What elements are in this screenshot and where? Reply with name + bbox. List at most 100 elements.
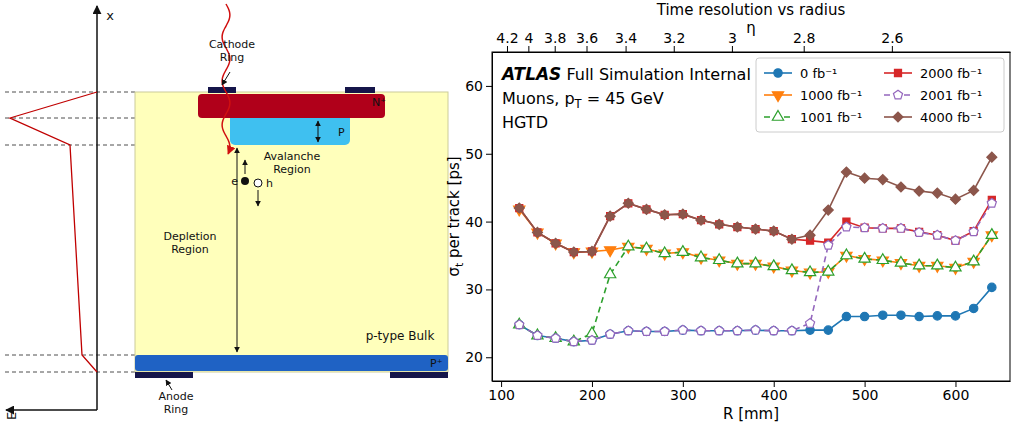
legend-marker xyxy=(772,92,783,102)
data-point xyxy=(623,198,633,208)
tick: 3.2 xyxy=(663,30,685,52)
avalanche-label-line: Avalanche xyxy=(264,150,321,163)
anode-label-line: Ring xyxy=(164,403,189,416)
particle-track xyxy=(222,4,230,154)
data-point xyxy=(842,222,851,231)
legend-label: 2000 fb⁻¹ xyxy=(920,66,982,81)
plot-area xyxy=(514,152,998,346)
data-point xyxy=(786,264,797,274)
data-point xyxy=(623,240,634,250)
hole-label: h xyxy=(266,177,273,190)
series-line xyxy=(519,209,992,272)
depletion-label-line: Depletion xyxy=(163,230,216,243)
series-line xyxy=(519,157,992,252)
data-point xyxy=(533,331,541,339)
tick-label: 3 xyxy=(728,30,737,46)
series xyxy=(514,229,998,345)
tick-label: 3.2 xyxy=(663,30,685,46)
tick: 3.8 xyxy=(544,30,566,52)
data-point xyxy=(860,312,868,320)
data-point xyxy=(732,257,743,267)
tick-mark xyxy=(486,357,492,358)
text-part: Muons, p xyxy=(502,89,575,108)
text-part: σ xyxy=(445,267,463,277)
data-point xyxy=(969,304,977,312)
tick-label: 60 xyxy=(465,78,483,94)
tick-mark xyxy=(674,46,675,52)
data-point xyxy=(804,266,815,276)
anode-ring xyxy=(390,372,448,378)
field-profile xyxy=(10,92,97,372)
tick-label: 50 xyxy=(465,146,483,162)
data-point xyxy=(551,333,560,342)
tick: 200 xyxy=(579,381,606,403)
x-axis-arrow xyxy=(96,6,98,410)
data-point xyxy=(770,327,778,335)
data-point xyxy=(587,246,597,256)
annotation: ATLAS Full Simulation Internal xyxy=(500,64,751,84)
tick-label: 4 xyxy=(524,30,533,46)
tick-label: 2.6 xyxy=(881,30,903,46)
tick: 4 xyxy=(524,30,533,52)
series xyxy=(516,196,996,255)
legend-marker xyxy=(774,69,782,77)
data-point xyxy=(769,326,778,335)
data-point xyxy=(824,326,832,334)
data-point xyxy=(896,182,906,192)
series xyxy=(515,198,997,345)
data-point xyxy=(860,173,870,183)
data-point xyxy=(678,325,687,334)
data-point xyxy=(842,312,850,320)
data-point xyxy=(933,312,941,320)
series xyxy=(514,152,997,257)
legend-label: 0 fb⁻¹ xyxy=(800,66,837,81)
data-point xyxy=(787,234,797,244)
data-point xyxy=(988,283,996,291)
data-point xyxy=(660,210,670,220)
data-point xyxy=(751,224,761,234)
tick-mark xyxy=(732,46,733,52)
data-point xyxy=(968,255,979,265)
axis-line xyxy=(492,53,493,382)
data-point xyxy=(733,326,742,335)
tick-label: 40 xyxy=(465,214,483,230)
data-point xyxy=(877,254,888,264)
data-point xyxy=(986,229,997,239)
data-point xyxy=(533,331,542,340)
hole-arrow xyxy=(258,190,259,206)
axis-line xyxy=(493,52,1011,53)
series-line xyxy=(519,235,992,342)
data-point xyxy=(969,185,979,195)
data-point xyxy=(514,318,525,328)
cathode-ring xyxy=(345,87,375,93)
anode-ring xyxy=(135,372,193,378)
data-point xyxy=(514,203,524,213)
data-point xyxy=(914,186,924,196)
avalanche-arrow xyxy=(318,121,319,142)
electron xyxy=(241,177,249,185)
data-point xyxy=(859,252,870,262)
cathode-label-line: Ring xyxy=(220,51,245,64)
text-part: = 45 GeV xyxy=(582,89,664,108)
data-point xyxy=(860,223,869,232)
data-point xyxy=(642,327,651,336)
hole xyxy=(254,179,262,187)
data-point xyxy=(696,215,706,225)
data-point xyxy=(878,224,887,233)
tick: 50 xyxy=(465,146,492,162)
data-point xyxy=(895,256,906,266)
data-point xyxy=(915,312,923,320)
data-point xyxy=(587,335,596,344)
tick: 3.6 xyxy=(576,30,598,52)
series-line xyxy=(519,203,992,341)
data-point xyxy=(588,336,596,344)
data-point xyxy=(969,227,978,236)
tick-label: 200 xyxy=(579,387,606,403)
data-point xyxy=(605,211,615,221)
data-point xyxy=(787,326,796,335)
legend-entry: 2001 fb⁻¹ xyxy=(884,88,982,103)
axis-line xyxy=(493,381,1011,382)
legend-frame xyxy=(756,58,1004,132)
data-point xyxy=(569,247,579,257)
data-point xyxy=(605,268,616,278)
